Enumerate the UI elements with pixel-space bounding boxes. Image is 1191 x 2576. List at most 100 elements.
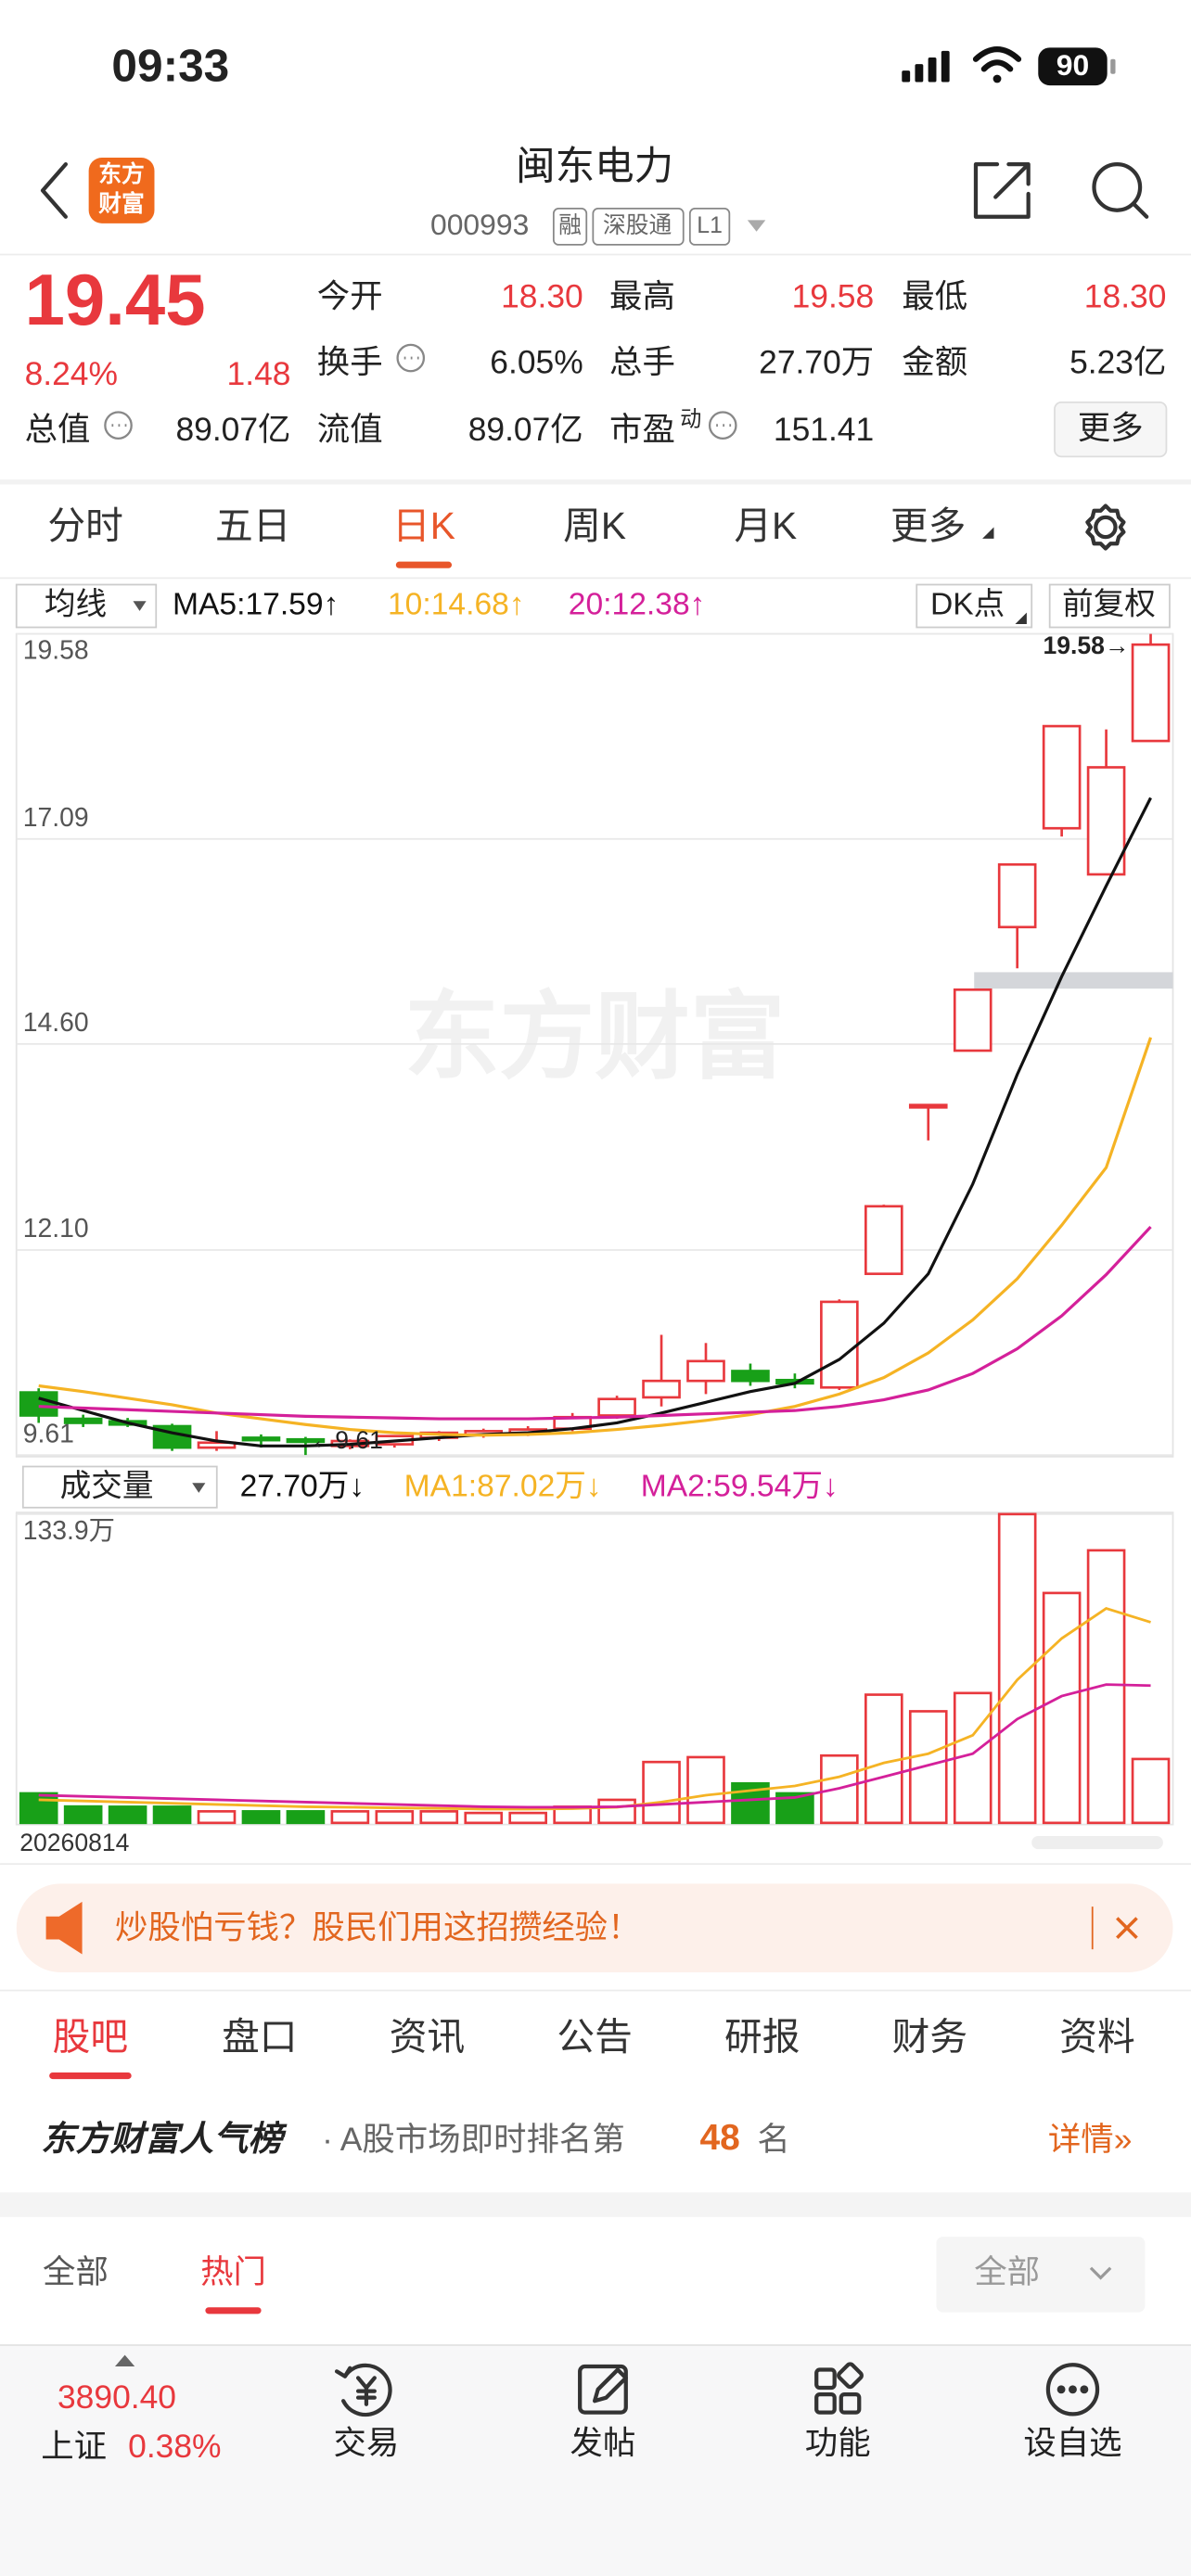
change-amount: 1.48: [227, 355, 291, 392]
filter-dropdown[interactable]: [936, 2237, 1146, 2313]
tab[interactable]: 财务: [892, 2015, 967, 2058]
section-tabs: 股吧 盘口 资讯 公告 研报 财务 资料: [49, 2015, 1135, 2080]
candle-body: [63, 1417, 103, 1424]
more-arrow: [982, 527, 994, 539]
tab[interactable]: 资讯: [390, 2015, 465, 2058]
ma-selector-label[interactable]: 均线: [45, 586, 107, 621]
volume-selector[interactable]: [21, 1465, 218, 1509]
volume-bar: [330, 1810, 370, 1825]
signal-icon: [902, 50, 950, 83]
field-label: 流值: [317, 411, 383, 448]
info-icon[interactable]: [104, 411, 133, 440]
tab[interactable]: 分时: [47, 504, 122, 547]
index-value[interactable]: 3890.40: [58, 2378, 176, 2416]
volume-bar: [1042, 1591, 1082, 1825]
ranking-link[interactable]: 详情»: [1048, 2121, 1133, 2158]
dk-button[interactable]: [916, 583, 1033, 629]
tab[interactable]: 更多: [890, 504, 966, 547]
banner-text[interactable]: 炒股怕亏钱？股民们用这招攒经验！: [115, 1908, 641, 1945]
candle-body: [731, 1370, 770, 1383]
chart-tabs: 分时 五日 日K 周K 月K 更多: [47, 504, 966, 568]
back-button[interactable]: [40, 161, 68, 219]
tag-box: [552, 208, 588, 246]
tab[interactable]: 日K: [392, 504, 455, 547]
dk-label[interactable]: DK点: [930, 587, 1005, 621]
candle-body: [642, 1379, 681, 1399]
volume-bar: [19, 1792, 58, 1825]
y-tick-label: 133.9万: [23, 1516, 115, 1546]
volume-value: MA1:87.02万↓: [404, 1469, 602, 1503]
watchlist-icon[interactable]: [1045, 2363, 1100, 2417]
adjust-label[interactable]: 前复权: [1062, 586, 1156, 621]
candle-body: [19, 1391, 58, 1417]
index-name[interactable]: 上证: [41, 2428, 107, 2465]
nav-label[interactable]: 交易: [334, 2424, 400, 2461]
tab[interactable]: 盘口: [222, 2015, 297, 2058]
app-logo: [88, 158, 155, 223]
share-button[interactable]: [973, 161, 1031, 219]
price-band-marker: [974, 972, 1173, 989]
info-icon[interactable]: [708, 411, 737, 440]
candle-body: [908, 1103, 948, 1109]
post-icon[interactable]: [578, 2364, 628, 2415]
filter-dropdown-label[interactable]: 全部: [974, 2253, 1040, 2290]
index-change[interactable]: 0.38%: [128, 2428, 221, 2465]
logo-text: 东方: [98, 160, 145, 187]
y-tick-label: 12.10: [23, 1214, 89, 1243]
field-value: 89.07亿: [175, 411, 290, 448]
field-value: 18.30: [501, 278, 583, 315]
more-button[interactable]: [1054, 402, 1168, 458]
tab-indicator: [205, 2307, 262, 2315]
tab[interactable]: 周K: [563, 504, 626, 547]
dropdown-arrow[interactable]: [747, 220, 766, 232]
volume-bar: [419, 1810, 459, 1825]
scroll-indicator: [1031, 1835, 1163, 1850]
stock-name: 闽东电力: [516, 146, 673, 189]
search-button[interactable]: [1092, 161, 1149, 219]
volume-bar: [864, 1693, 903, 1825]
function-icon[interactable]: [814, 2362, 864, 2415]
volume-bar: [63, 1804, 103, 1825]
volume-value: 27.70万↓: [240, 1469, 365, 1503]
trade-icon[interactable]: [334, 2363, 392, 2417]
tab[interactable]: 热门: [200, 2253, 266, 2290]
settings-button[interactable]: [1085, 504, 1126, 551]
battery-level: 90: [1057, 48, 1089, 82]
adjust-button[interactable]: [1048, 583, 1171, 629]
tab[interactable]: 全部: [43, 2253, 109, 2290]
banner-close[interactable]: [1116, 1917, 1138, 1940]
nav-label[interactable]: 发帖: [570, 2424, 636, 2461]
volume-selector-label[interactable]: 成交量: [60, 1468, 154, 1503]
ranking-suffix: 名: [757, 2121, 789, 2158]
last-price: 19.45: [25, 259, 206, 340]
tab[interactable]: 股吧: [53, 2015, 128, 2058]
volume-chart: 133.9万 20260814: [16, 1512, 1173, 1856]
candle-body: [1042, 724, 1082, 830]
tab[interactable]: 公告: [557, 2015, 632, 2058]
more-button-label[interactable]: 更多: [1078, 409, 1144, 446]
tab[interactable]: 五日: [215, 504, 290, 547]
wifi-icon: [972, 46, 1022, 83]
low-annotation: ←9.61: [311, 1426, 383, 1454]
tab[interactable]: 月K: [734, 504, 797, 547]
field-label: 换手: [317, 344, 383, 381]
volume-bar: [241, 1810, 281, 1825]
nav-label[interactable]: 功能: [805, 2424, 871, 2461]
volume-bar: [686, 1755, 725, 1825]
volume-bar: [464, 1811, 504, 1825]
info-icon[interactable]: [396, 343, 426, 373]
tab-indicator: [395, 561, 453, 568]
ma-selector[interactable]: [15, 583, 158, 629]
field-label: 市盈: [609, 411, 675, 448]
tab[interactable]: 资料: [1059, 2015, 1134, 2058]
volume-bar: [642, 1760, 681, 1825]
field-value: 18.30: [1084, 278, 1167, 315]
field-label: 金额: [902, 344, 967, 381]
tab[interactable]: 研报: [724, 2015, 800, 2058]
ma-value: 10:14.68↑: [388, 587, 525, 621]
volume-bar: [152, 1805, 192, 1825]
nav-label[interactable]: 设自选: [1023, 2424, 1121, 2461]
promo-banner[interactable]: [16, 1883, 1173, 1972]
field-superscript: 动: [680, 406, 701, 430]
